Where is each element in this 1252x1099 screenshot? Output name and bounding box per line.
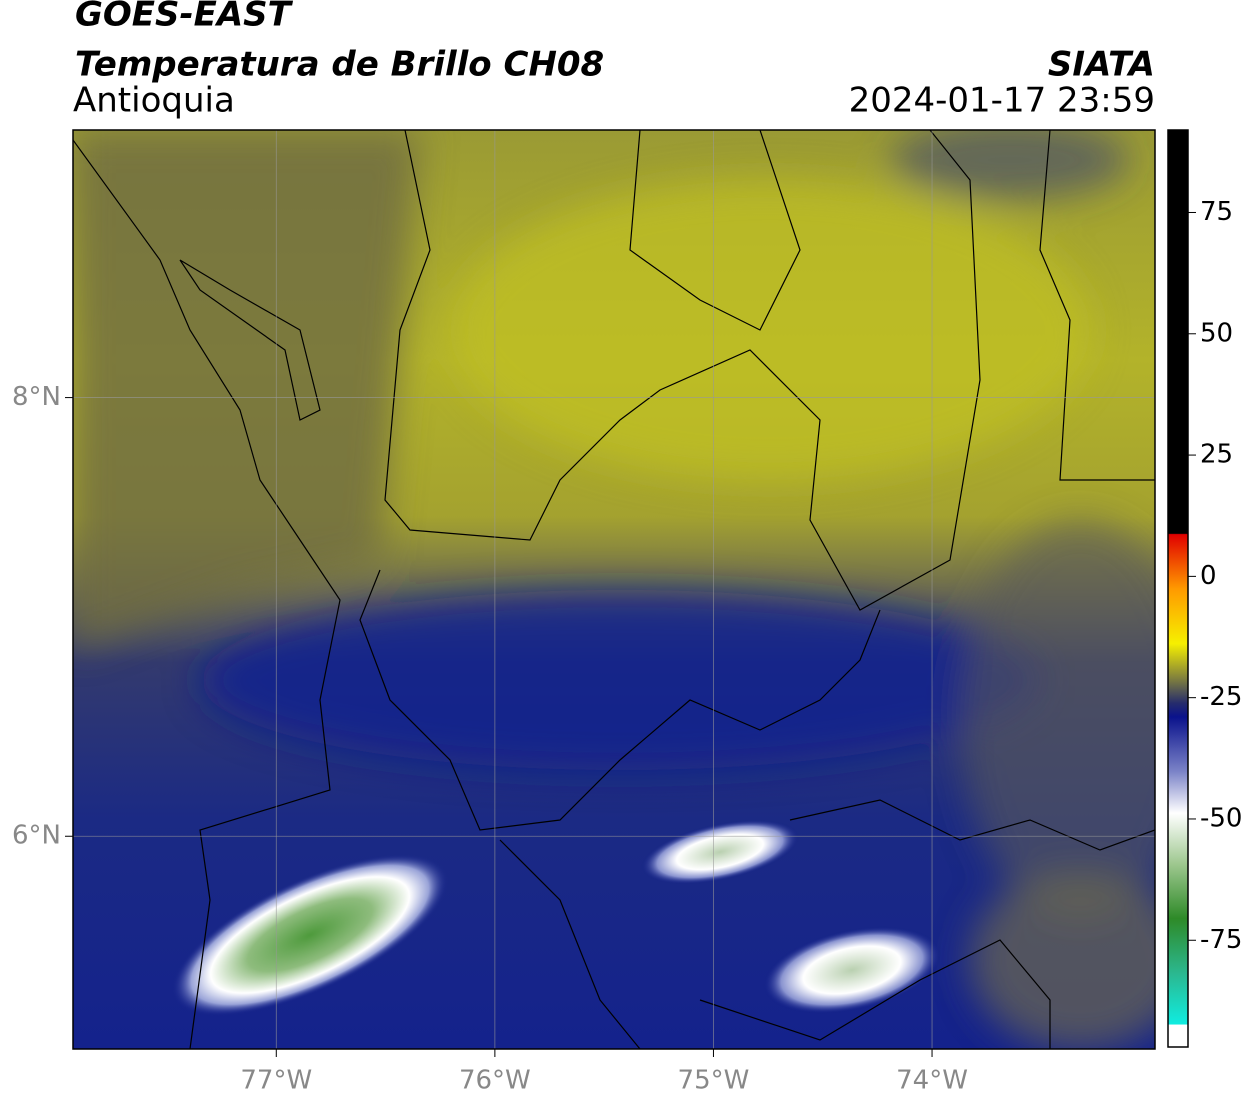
x-tick-label: 75°W (678, 1066, 750, 1096)
colorbar-tick-label: 0 (1200, 561, 1217, 591)
map-image (73, 130, 1155, 1049)
datetime: 2024-01-17 23:59 (849, 81, 1155, 121)
x-tick-label: 76°W (459, 1066, 531, 1096)
region: Antioquia (73, 81, 235, 121)
x-tick-label: 74°W (896, 1066, 968, 1096)
colorbar-tick-label: -75 (1200, 925, 1242, 955)
colorbar-tick-label: -50 (1200, 803, 1242, 833)
title: GOES-EAST (75, 0, 294, 35)
map-frame (72, 129, 1156, 1050)
subtitle: Temperatura de Brillo CH08 (75, 45, 604, 85)
y-tick-label: 8°N (12, 382, 61, 412)
source: SIATA (1048, 45, 1155, 85)
x-tick-label: 77°W (240, 1066, 312, 1096)
colorbar-tick-label: 75 (1200, 197, 1233, 227)
colorbar-tick-label: -25 (1200, 682, 1242, 712)
colorbar-tick-label: 50 (1200, 318, 1233, 348)
y-tick-label: 6°N (12, 821, 61, 851)
colorbar (1167, 129, 1189, 1048)
colorbar-tick-label: 25 (1200, 440, 1233, 470)
